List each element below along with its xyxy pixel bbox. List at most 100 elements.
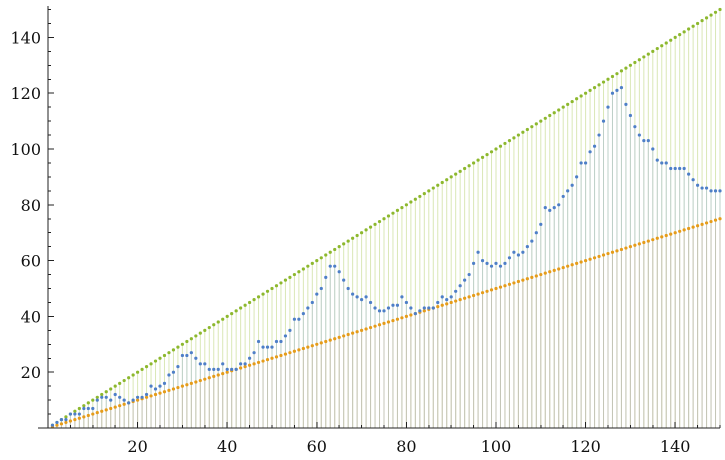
data-point bbox=[207, 325, 211, 330]
data-point bbox=[310, 261, 314, 265]
data-point bbox=[315, 292, 319, 296]
x-tick-label: 120 bbox=[570, 437, 601, 456]
data-point bbox=[458, 169, 462, 173]
data-point bbox=[337, 335, 341, 339]
data-point bbox=[476, 250, 480, 254]
data-point bbox=[579, 260, 583, 264]
data-point bbox=[256, 295, 261, 299]
data-point bbox=[265, 345, 270, 349]
data-point bbox=[212, 374, 216, 378]
data-point bbox=[525, 127, 529, 132]
data-point bbox=[368, 325, 373, 330]
data-point bbox=[480, 155, 485, 159]
data-point bbox=[628, 113, 633, 118]
data-point bbox=[328, 250, 332, 254]
data-point bbox=[534, 231, 538, 235]
data-point bbox=[301, 346, 305, 351]
data-point bbox=[82, 415, 86, 419]
data-point bbox=[669, 166, 673, 171]
data-point bbox=[494, 286, 498, 291]
data-point bbox=[570, 99, 574, 104]
data-point bbox=[198, 362, 202, 366]
data-point bbox=[77, 412, 81, 416]
data-point bbox=[404, 314, 408, 318]
data-point bbox=[194, 334, 198, 338]
data-point bbox=[633, 243, 637, 247]
data-point bbox=[149, 384, 153, 388]
data-point bbox=[167, 388, 171, 392]
data-point bbox=[73, 418, 77, 422]
data-point bbox=[364, 327, 368, 331]
data-point bbox=[373, 324, 377, 328]
data-point bbox=[109, 398, 113, 402]
data-point bbox=[458, 284, 462, 288]
data-point bbox=[391, 303, 395, 307]
data-point bbox=[77, 416, 81, 420]
data-point bbox=[86, 413, 90, 418]
data-point bbox=[194, 380, 198, 384]
data-point bbox=[539, 119, 543, 123]
data-point bbox=[346, 239, 350, 243]
data-point bbox=[498, 285, 503, 289]
data-point bbox=[86, 406, 90, 411]
data-point bbox=[646, 239, 650, 243]
data-point bbox=[382, 321, 386, 325]
data-point bbox=[566, 264, 570, 268]
data-point bbox=[606, 105, 610, 109]
data-point bbox=[539, 272, 543, 277]
data-point bbox=[655, 158, 659, 162]
data-point bbox=[713, 218, 718, 222]
data-point bbox=[100, 395, 104, 399]
data-point bbox=[158, 384, 162, 388]
data-point bbox=[642, 55, 646, 59]
data-point bbox=[203, 377, 207, 381]
data-point bbox=[557, 108, 561, 112]
data-point bbox=[489, 264, 494, 268]
data-point bbox=[153, 392, 158, 397]
data-point bbox=[324, 253, 328, 257]
data-point bbox=[342, 242, 346, 246]
data-point bbox=[664, 41, 668, 45]
data-point bbox=[436, 300, 440, 305]
data-point bbox=[436, 305, 440, 309]
data-point bbox=[673, 231, 677, 235]
data-point bbox=[628, 63, 633, 67]
data-point bbox=[180, 384, 184, 388]
data-point bbox=[418, 194, 422, 199]
data-point bbox=[601, 80, 606, 84]
data-point bbox=[203, 328, 207, 332]
data-point bbox=[494, 261, 498, 265]
data-point bbox=[355, 295, 359, 299]
data-point bbox=[355, 330, 359, 334]
data-point bbox=[489, 150, 494, 154]
data-point bbox=[391, 318, 395, 323]
data-point bbox=[252, 298, 256, 302]
data-point bbox=[597, 133, 601, 137]
data-point bbox=[494, 147, 498, 151]
data-point bbox=[525, 277, 529, 281]
x-tick-label: 100 bbox=[481, 437, 512, 456]
data-point bbox=[243, 303, 247, 307]
data-point bbox=[561, 194, 565, 199]
data-point bbox=[673, 166, 677, 171]
data-point bbox=[176, 385, 180, 390]
x-tick-label: 40 bbox=[217, 437, 237, 456]
data-point bbox=[651, 238, 655, 242]
data-point bbox=[68, 412, 72, 416]
data-point bbox=[386, 306, 391, 310]
data-point bbox=[592, 144, 597, 148]
data-point bbox=[427, 189, 431, 193]
data-point bbox=[189, 381, 193, 385]
data-point bbox=[588, 88, 592, 93]
data-point bbox=[601, 119, 606, 123]
data-point bbox=[167, 373, 171, 377]
data-point bbox=[109, 406, 113, 411]
data-point bbox=[431, 186, 435, 190]
data-point bbox=[337, 245, 341, 249]
data-point bbox=[364, 228, 368, 232]
data-point bbox=[239, 362, 243, 366]
data-point bbox=[584, 161, 588, 165]
data-point bbox=[127, 401, 131, 405]
data-point bbox=[297, 317, 301, 321]
data-point bbox=[355, 233, 359, 238]
